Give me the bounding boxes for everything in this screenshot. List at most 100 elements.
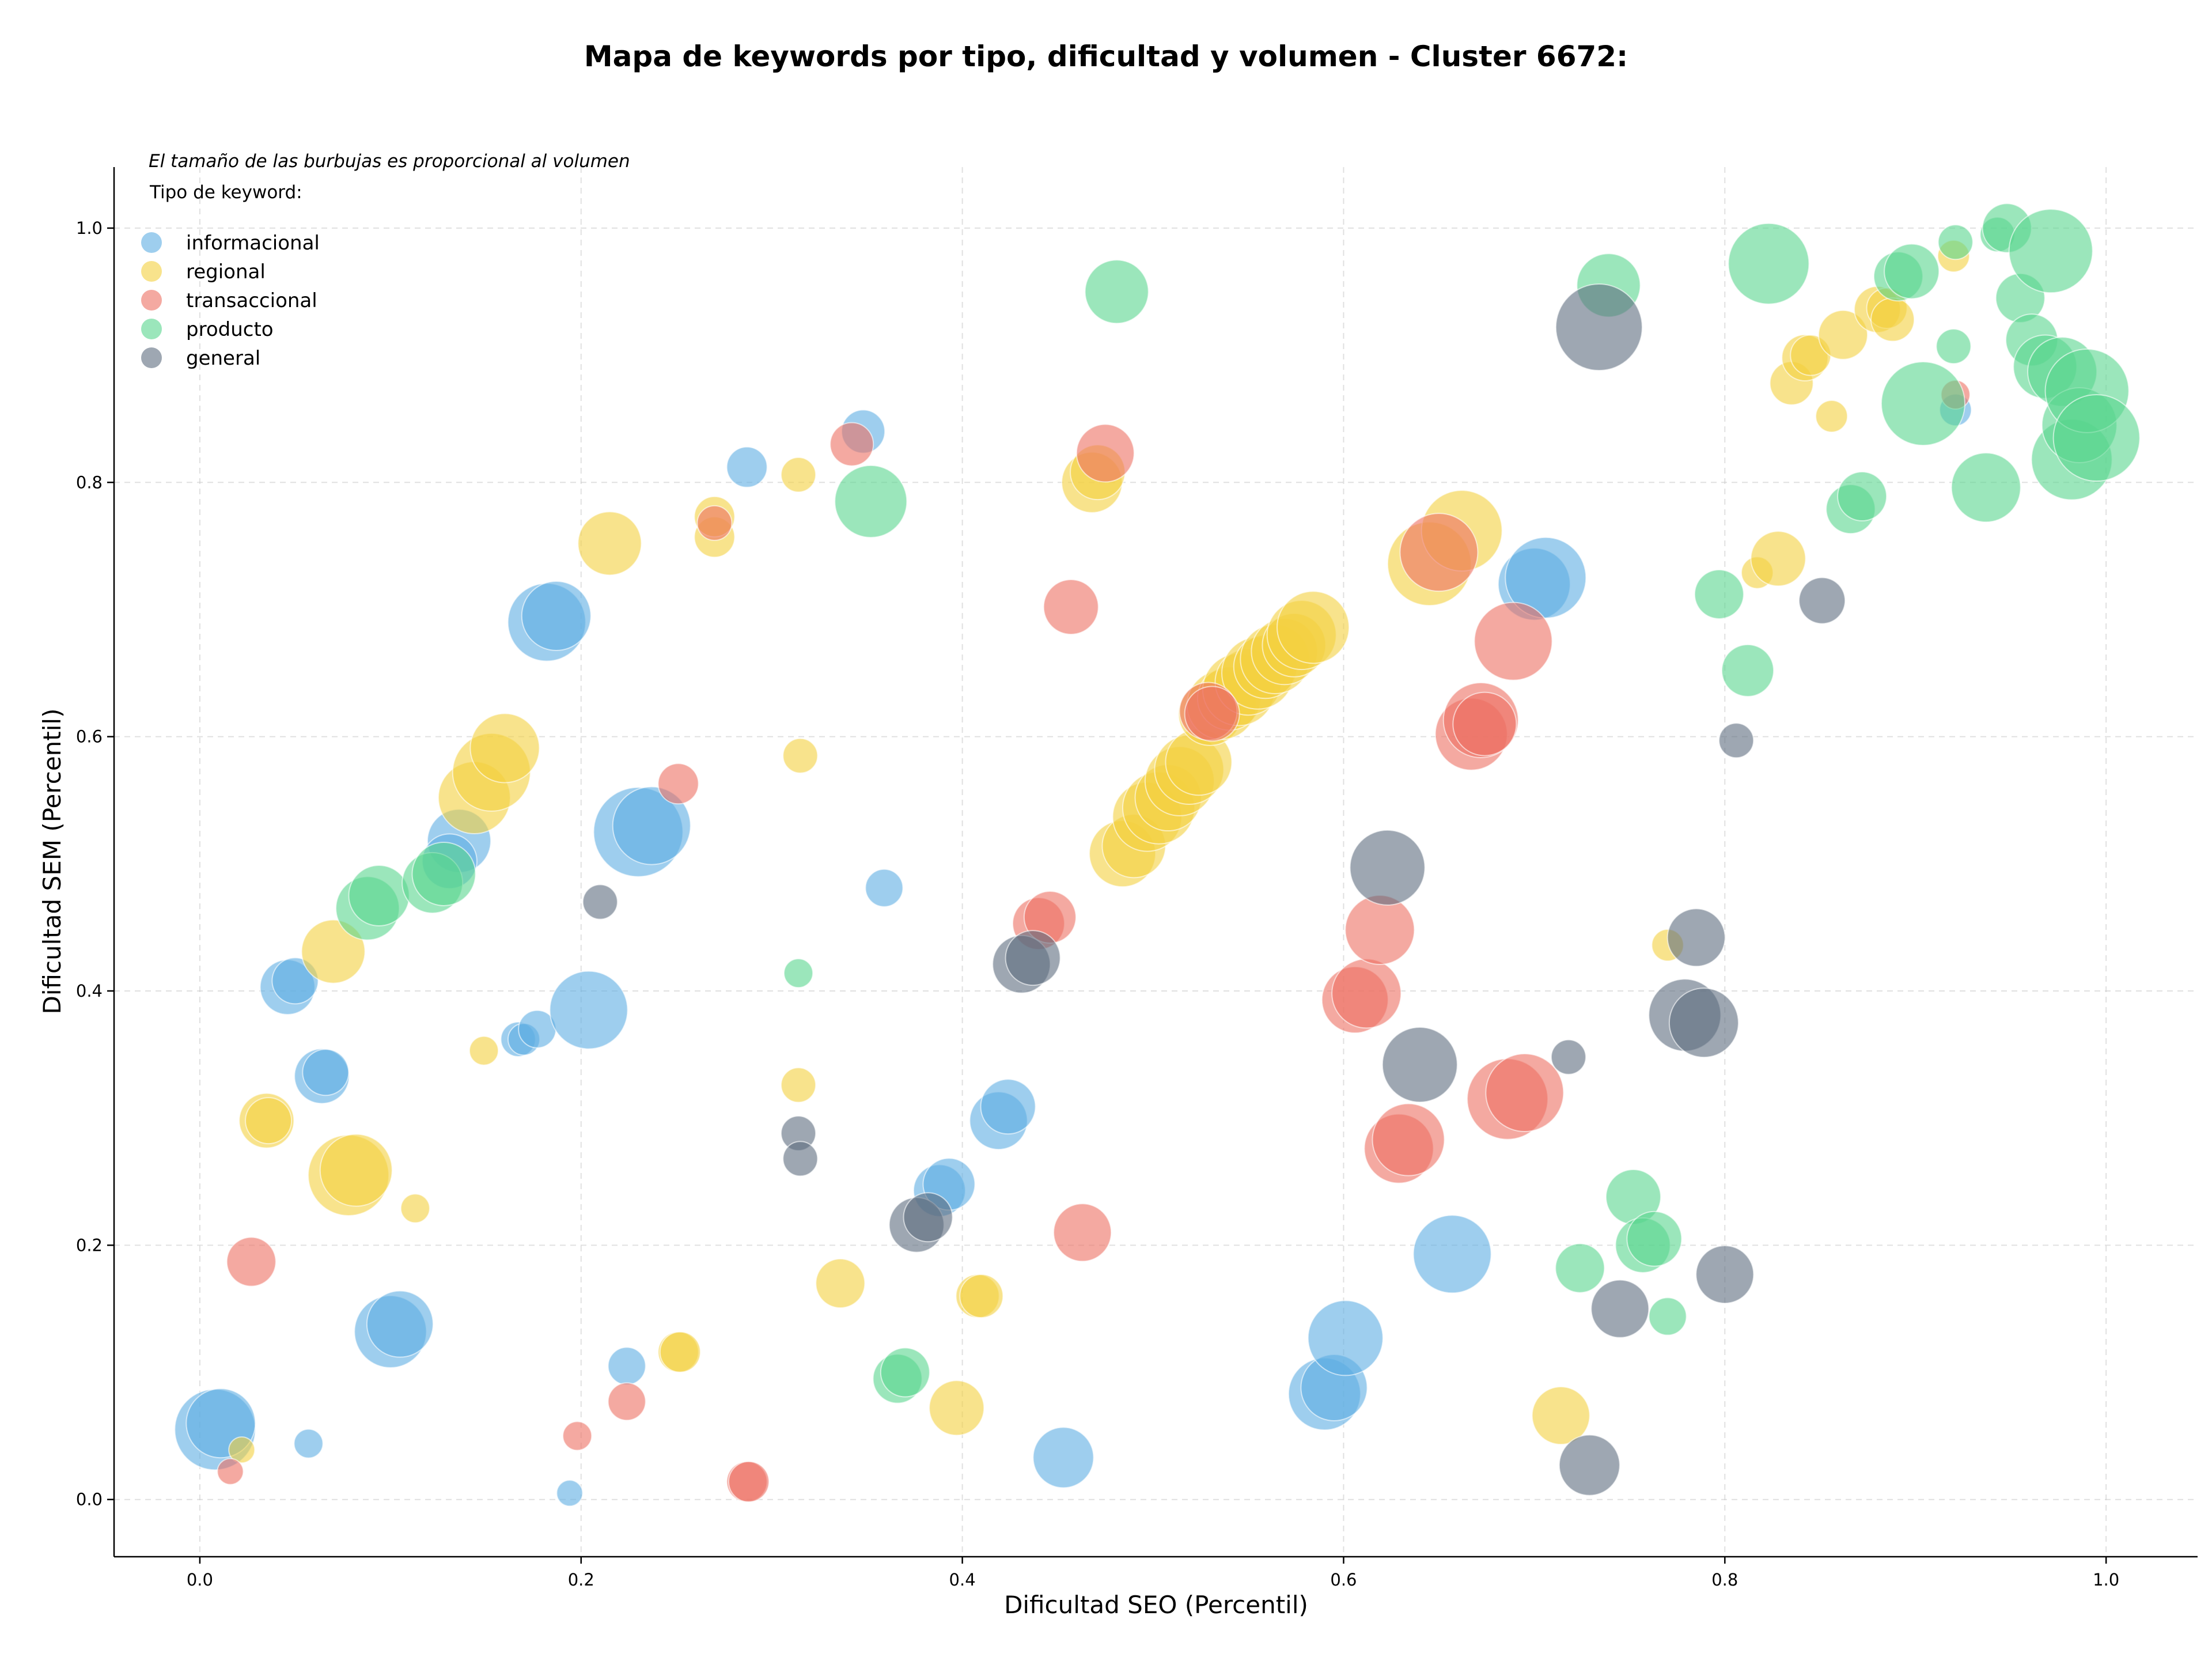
bubble-producto xyxy=(1950,452,2021,523)
chart-title: Mapa de keywords por tipo, dificultad y … xyxy=(584,40,1628,73)
legend-title: Tipo de keyword: xyxy=(149,182,302,203)
bubble-regional xyxy=(1531,1386,1590,1446)
x-axis-label: Dificultad SEO (Percentil) xyxy=(1004,1591,1308,1619)
x-tick-label: 0.0 xyxy=(187,1570,213,1590)
bubble-transaccional xyxy=(217,1458,244,1485)
bubble-informacional xyxy=(549,970,628,1050)
bubble-size-note: El tamaño de las burbujas es proporciona… xyxy=(149,151,630,172)
legend-marker xyxy=(141,319,162,339)
bubble-regional xyxy=(319,1133,393,1207)
y-tick-label: 0.4 xyxy=(76,981,103,1001)
bubble-transaccional xyxy=(1344,895,1415,966)
bubble-regional xyxy=(1870,297,1915,342)
bubble-informacional xyxy=(612,786,691,865)
bubble-informacional xyxy=(1307,1300,1384,1376)
tick-layer: 0.0 0.2 0.4 0.6 0.8 1.0 0.0 0.2 0.4 0.6 0.8 1.0 xyxy=(76,218,2119,1590)
bubble-regional xyxy=(468,1035,499,1066)
legend-label: general xyxy=(186,347,260,370)
bubble-general xyxy=(1666,908,1726,967)
bubble-informacional xyxy=(1412,1214,1492,1294)
bubble-transaccional xyxy=(1452,691,1517,756)
bubble-general xyxy=(1798,577,1846,625)
bubble-producto xyxy=(1880,361,1965,446)
bubble-informacional xyxy=(865,868,904,907)
bubble-producto xyxy=(880,1347,930,1398)
bubble-informacional xyxy=(726,446,768,488)
bubble-general xyxy=(1550,1039,1586,1075)
bubble-regional xyxy=(245,1097,293,1145)
legend-label: transaccional xyxy=(186,289,317,312)
bubble-transaccional xyxy=(830,422,874,467)
bubble-general xyxy=(1668,987,1739,1058)
bubble-producto xyxy=(1555,1243,1605,1293)
bubble-transaccional xyxy=(607,1382,646,1421)
bubble-informacional xyxy=(980,1079,1036,1135)
bubble-producto xyxy=(1728,222,1810,305)
series-informacional xyxy=(174,393,1972,1507)
bubble-regional xyxy=(469,713,540,784)
bubble-informacional xyxy=(293,1428,324,1459)
bubble-regional xyxy=(400,1193,430,1224)
bubble-informacional xyxy=(302,1049,350,1096)
bubble-producto xyxy=(2008,209,2093,294)
bubble-general xyxy=(903,1192,953,1243)
bubble-transaccional xyxy=(696,505,733,541)
bubble-regional xyxy=(1750,531,1806,587)
y-tick-label: 0.0 xyxy=(76,1490,103,1509)
bubble-regional xyxy=(659,1331,701,1373)
bubble-regional xyxy=(959,1274,1004,1319)
x-tick-label: 0.6 xyxy=(1330,1570,1357,1590)
y-tick-label: 0.8 xyxy=(76,472,103,492)
bubble-producto xyxy=(834,464,908,538)
bubble-general xyxy=(1718,722,1755,759)
bubble-transaccional xyxy=(226,1236,276,1287)
bubble-regional xyxy=(1817,309,1868,360)
bubble-general xyxy=(1555,283,1643,372)
bubble-informacional xyxy=(366,1290,434,1358)
bubble-producto xyxy=(1648,1297,1687,1336)
bubble-transaccional xyxy=(728,1461,770,1503)
legend-marker xyxy=(141,232,162,253)
bubble-general xyxy=(1558,1434,1620,1496)
bubble-producto xyxy=(1084,259,1149,324)
bubble-general xyxy=(582,884,618,920)
bubble-regional xyxy=(815,1258,866,1309)
bubble-general xyxy=(1349,829,1426,906)
series-general xyxy=(582,283,1846,1496)
bubble-transaccional xyxy=(1485,1053,1565,1133)
legend-label: regional xyxy=(186,260,266,283)
bubble-general xyxy=(1381,1026,1458,1103)
legend-marker xyxy=(141,290,162,311)
legend-item-informacional: informacional xyxy=(141,232,320,255)
bubble-general xyxy=(1005,930,1061,986)
bubble-regional xyxy=(577,511,642,576)
bubble-transaccional xyxy=(1075,423,1135,483)
bubble-producto xyxy=(348,864,410,926)
bubble-transaccional xyxy=(1043,579,1099,635)
legend-label: informacional xyxy=(186,232,320,255)
bubble-regional xyxy=(1277,591,1350,664)
bubble-informacional xyxy=(556,1480,584,1507)
bubble-informacional xyxy=(521,580,592,651)
bubble-regional xyxy=(1815,400,1849,433)
legend-marker xyxy=(141,347,162,368)
bubble-producto xyxy=(411,841,476,906)
bubble-producto xyxy=(1936,328,1972,365)
axes-layer xyxy=(113,167,2198,1558)
bubble-layer xyxy=(174,203,2141,1507)
bubble-regional xyxy=(301,919,366,984)
bubble-producto xyxy=(1837,471,1888,522)
bubble-regional xyxy=(228,1436,256,1464)
bubble-general xyxy=(782,1141,819,1177)
legend-item-regional: regional xyxy=(141,260,266,283)
series-producto xyxy=(335,203,2141,1404)
bubble-transaccional xyxy=(1372,1103,1445,1176)
bubble-regional xyxy=(781,457,817,493)
legend-label: producto xyxy=(186,318,274,341)
bubble-informacional xyxy=(607,1346,646,1386)
bubble-informacional xyxy=(1032,1427,1094,1489)
x-tick-label: 0.2 xyxy=(568,1570,594,1590)
bubble-producto xyxy=(1721,644,1775,697)
